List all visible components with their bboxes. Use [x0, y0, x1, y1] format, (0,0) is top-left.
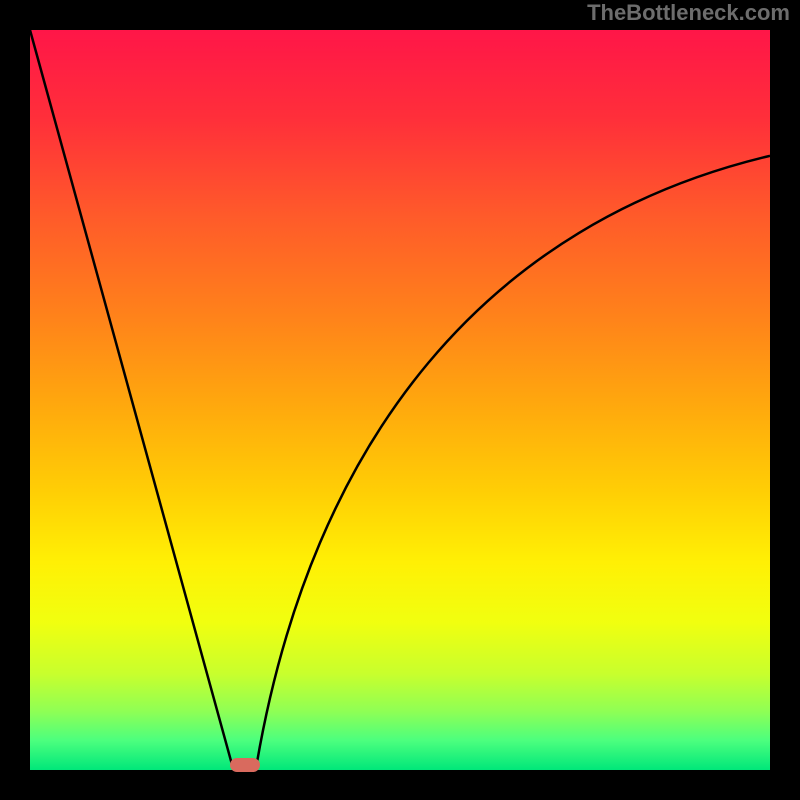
curve-right-branch: [256, 156, 770, 770]
optimal-point-marker: [230, 758, 260, 772]
curve-left-branch: [30, 30, 234, 770]
chart-container: TheBottleneck.com: [0, 0, 800, 800]
plot-area: [30, 30, 770, 770]
bottleneck-curve: [30, 30, 770, 770]
watermark-text: TheBottleneck.com: [587, 0, 790, 26]
